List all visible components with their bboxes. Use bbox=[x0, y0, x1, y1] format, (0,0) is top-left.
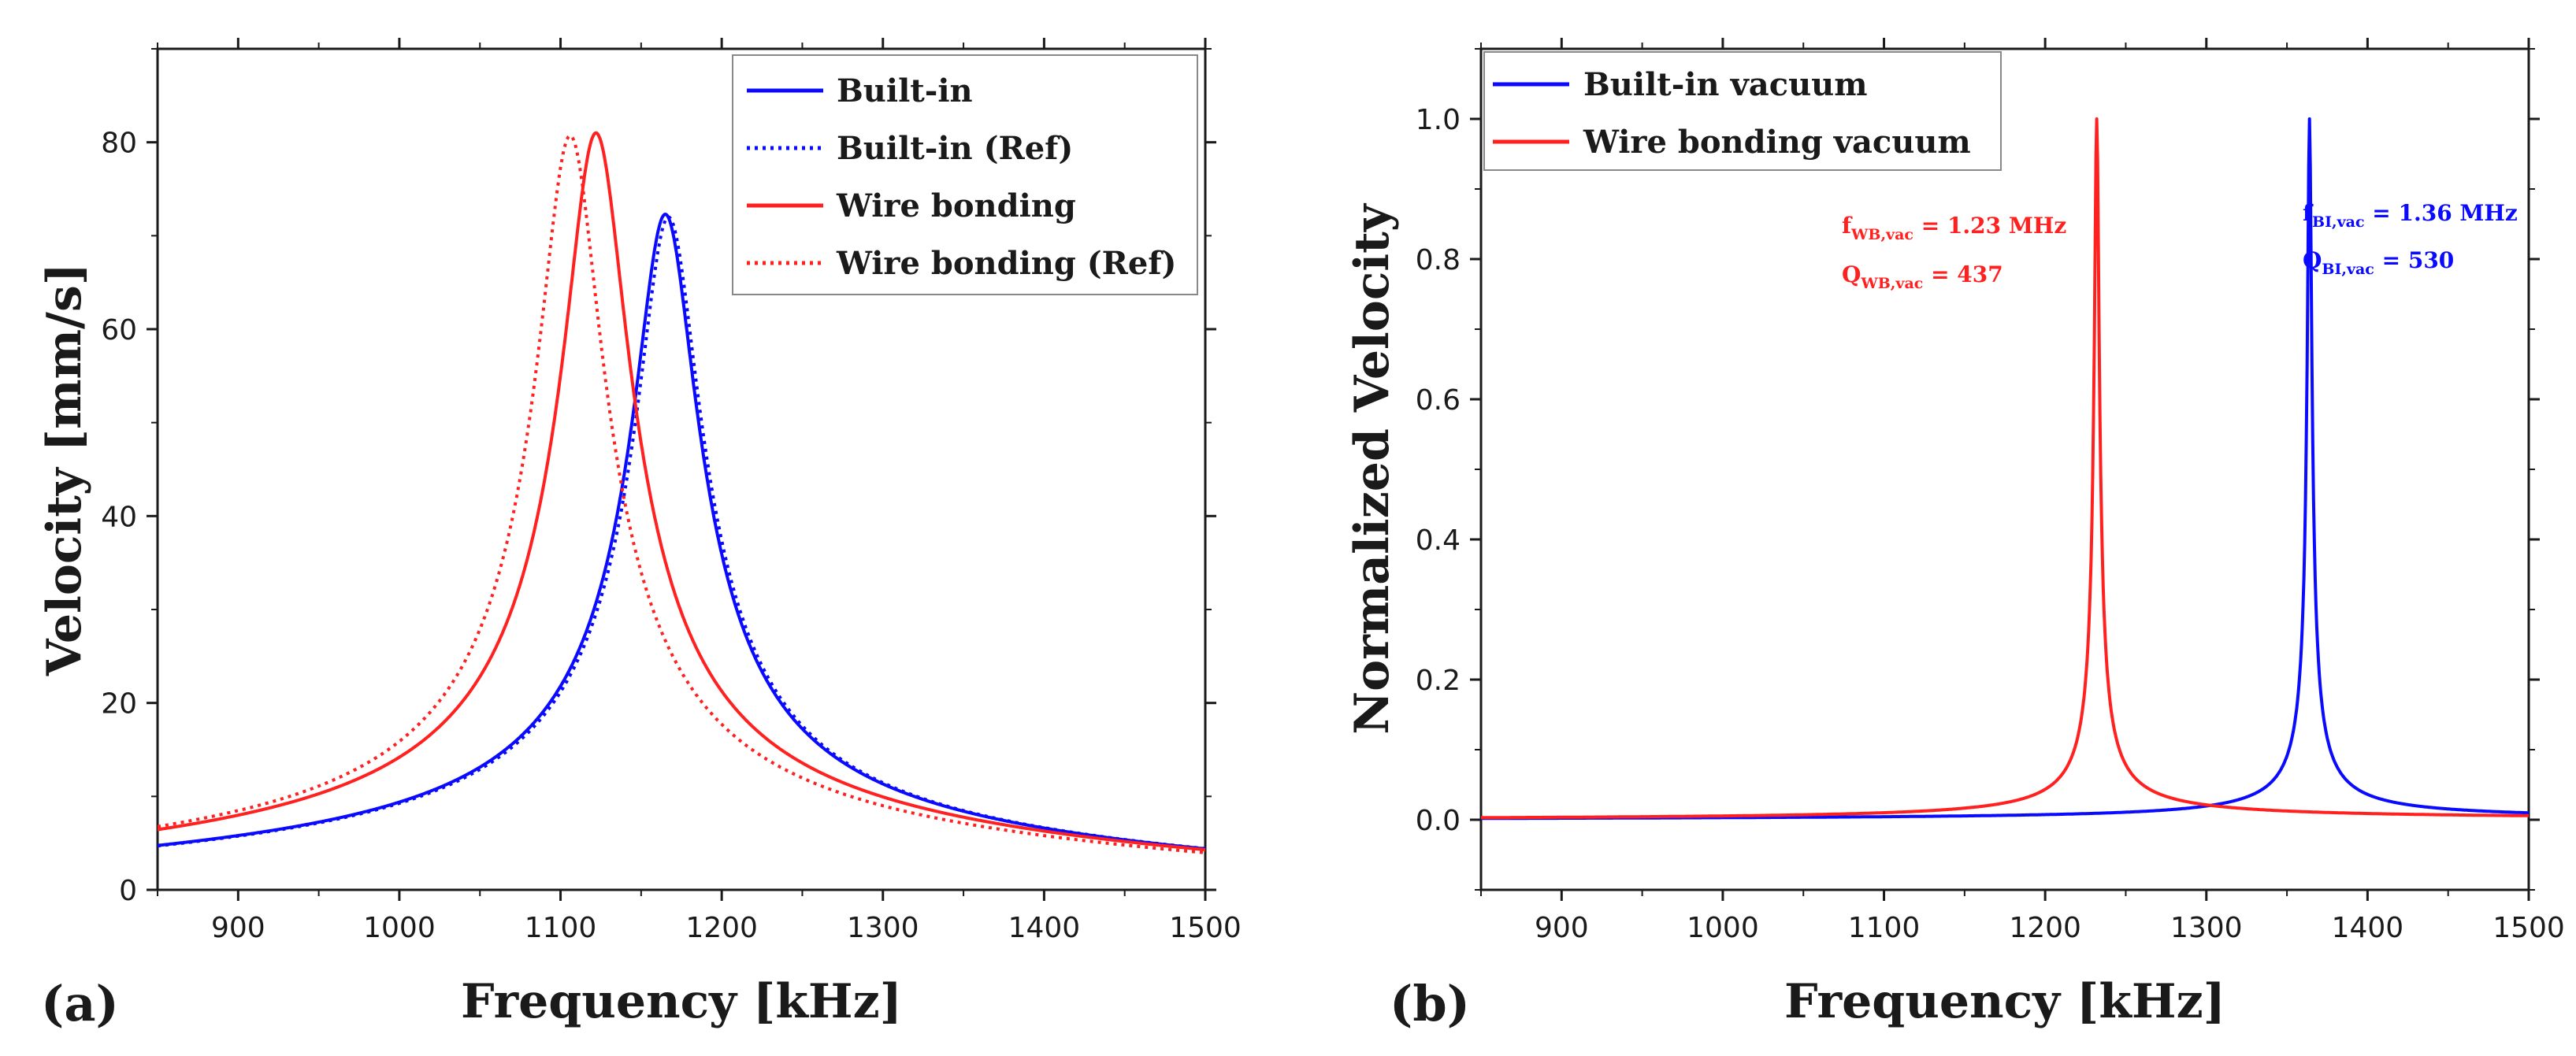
x-tick-label-b-1300: 1300 bbox=[2170, 912, 2243, 944]
series-line-b-1 bbox=[1480, 117, 2530, 820]
y-tick-label-a-3: 60 bbox=[101, 314, 137, 346]
plot-frame-b bbox=[1479, 47, 2530, 891]
legend-box-b bbox=[1483, 51, 2002, 171]
annotation-wire-bonding: fWB,vac = 1.23 MHz QWB,vac = 437 bbox=[1842, 213, 2066, 292]
legend-box-a bbox=[732, 54, 1198, 295]
y-axis-title-b: Normalized Velocity bbox=[1345, 202, 1400, 735]
x-axis-title-a: Frequency [kHz] bbox=[461, 974, 902, 1029]
y-axis-title-a: Velocity [mm/s] bbox=[37, 263, 92, 676]
axis-ticks-a: 900 1000 1100 1200 1300 1400 1500 0 20 40 60 80 bbox=[101, 38, 1242, 944]
y-tick-label-a-2: 40 bbox=[101, 501, 137, 533]
series-line-a-1 bbox=[157, 215, 1206, 850]
x-tick-label-a-1400: 1400 bbox=[1008, 912, 1081, 944]
legend-label-wire-bonding-vacuum: Wire bonding vacuum bbox=[1583, 124, 1971, 161]
y-tick-label-a-4: 80 bbox=[101, 128, 137, 160]
x-tick-label-a-900: 900 bbox=[211, 912, 265, 944]
y-tick-label-b-4: 0.8 bbox=[1416, 244, 1461, 276]
y-tick-label-b-0: 0.0 bbox=[1416, 805, 1461, 837]
x-tick-label-b-1000: 1000 bbox=[1687, 912, 1759, 944]
x-tick-label-b-1100: 1100 bbox=[1848, 912, 1921, 944]
legend-a: Built-in Built-in (Ref) Wire bonding Wir… bbox=[732, 54, 1198, 295]
x-tick-label-b-1200: 1200 bbox=[2009, 912, 2081, 944]
annotation-q-wb: QWB,vac = 437 bbox=[1842, 261, 2003, 292]
annotation-built-in: fBI,vac = 1.36 MHz QBI,vac = 530 bbox=[2303, 200, 2518, 278]
y-tick-label-b-5: 1.0 bbox=[1416, 104, 1461, 136]
x-tick-label-a-1500: 1500 bbox=[1169, 912, 1242, 944]
plot-frame-a bbox=[156, 47, 1207, 891]
series-group-a bbox=[157, 131, 1206, 854]
legend-b: Built-in vacuum Wire bonding vacuum bbox=[1483, 51, 2002, 171]
panel-a-velocity: 900 1000 1100 1200 1300 1400 1500 0 20 40 60 80 Bui… bbox=[37, 38, 1242, 1032]
panel-label-b: (b) bbox=[1390, 975, 1470, 1032]
annotation-f-wb: fWB,vac = 1.23 MHz bbox=[1842, 213, 2066, 243]
legend-label-built-in: Built-in bbox=[837, 72, 973, 109]
annotation-q-bi: QBI,vac = 530 bbox=[2303, 247, 2454, 278]
series-group-b bbox=[1480, 117, 2530, 821]
series-line-a-2 bbox=[157, 131, 1206, 852]
annotation-f-bi: fBI,vac = 1.36 MHz bbox=[2303, 200, 2518, 231]
x-tick-label-a-1100: 1100 bbox=[525, 912, 597, 944]
axis-ticks-b: 900 1000 1100 1200 1300 1400 1500 0.0 0.2 0.4 0.6 0… bbox=[1416, 38, 2565, 944]
y-tick-label-a-1: 20 bbox=[101, 688, 137, 721]
y-tick-label-b-3: 0.6 bbox=[1416, 384, 1461, 417]
x-tick-label-a-1000: 1000 bbox=[363, 912, 436, 944]
x-tick-label-a-1200: 1200 bbox=[685, 912, 758, 944]
x-tick-label-b-1500: 1500 bbox=[2492, 912, 2565, 944]
legend-label-wire-bonding-ref: Wire bonding (Ref) bbox=[836, 245, 1176, 282]
legend-label-wire-bonding: Wire bonding bbox=[836, 187, 1076, 224]
x-tick-label-a-1300: 1300 bbox=[847, 912, 919, 944]
legend-label-built-in-vacuum: Built-in vacuum bbox=[1583, 66, 1868, 103]
y-tick-label-b-2: 0.4 bbox=[1416, 524, 1461, 557]
x-tick-label-b-1400: 1400 bbox=[2332, 912, 2404, 944]
panel-label-a: (a) bbox=[41, 975, 119, 1032]
y-tick-label-b-1: 0.2 bbox=[1416, 665, 1461, 697]
legend-label-built-in-ref: Built-in (Ref) bbox=[837, 130, 1073, 167]
x-tick-label-b-900: 900 bbox=[1535, 912, 1589, 944]
x-axis-title-b: Frequency [kHz] bbox=[1784, 974, 2225, 1029]
panel-b-normalized-velocity: 900 1000 1100 1200 1300 1400 1500 0.0 0.2 0.4 0.6 0… bbox=[1345, 38, 2565, 1032]
y-tick-label-a-0: 0 bbox=[119, 875, 137, 907]
series-line-a-0 bbox=[157, 213, 1206, 850]
